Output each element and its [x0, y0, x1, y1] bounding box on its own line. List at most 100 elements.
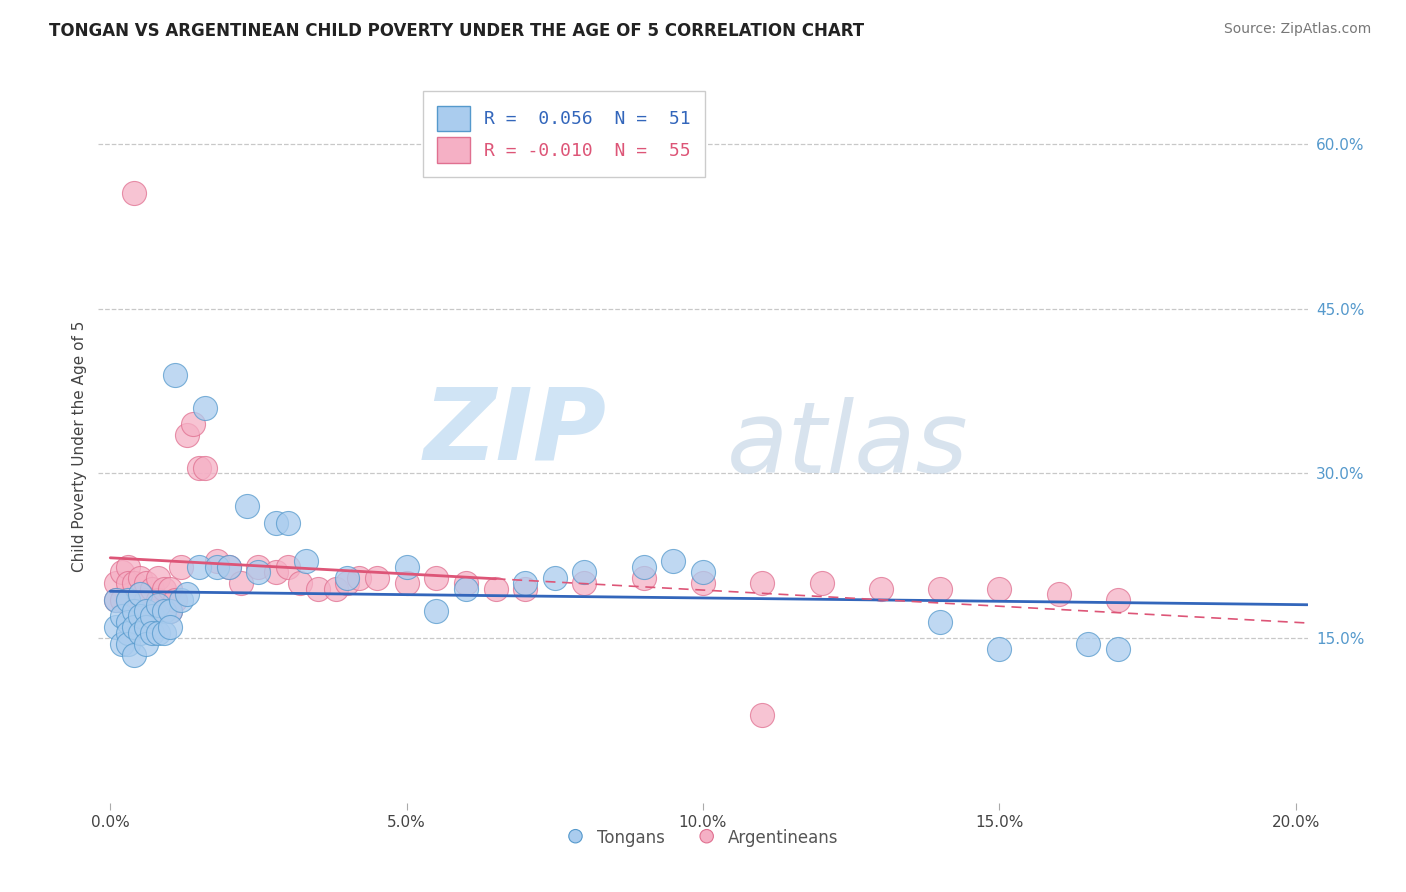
Point — [988, 582, 1011, 596]
Point — [692, 576, 714, 591]
Point — [117, 576, 139, 591]
Point — [395, 559, 418, 574]
Point — [929, 582, 952, 596]
Point — [146, 625, 169, 640]
Point — [105, 576, 128, 591]
Text: ZIP: ZIP — [423, 384, 606, 480]
Point — [159, 604, 181, 618]
Point — [574, 566, 596, 580]
Point — [247, 566, 270, 580]
Point — [111, 609, 134, 624]
Point — [205, 559, 228, 574]
Text: TONGAN VS ARGENTINEAN CHILD POVERTY UNDER THE AGE OF 5 CORRELATION CHART: TONGAN VS ARGENTINEAN CHILD POVERTY UNDE… — [49, 22, 865, 40]
Point — [135, 592, 157, 607]
Point — [111, 637, 134, 651]
Point — [117, 592, 139, 607]
Point — [159, 620, 181, 634]
Point — [122, 604, 145, 618]
Point — [484, 582, 506, 596]
Point — [117, 625, 139, 640]
Y-axis label: Child Poverty Under the Age of 5: Child Poverty Under the Age of 5 — [72, 320, 87, 572]
Point — [515, 582, 537, 596]
Point — [135, 620, 157, 634]
Point — [574, 576, 596, 591]
Point — [141, 625, 163, 640]
Point — [129, 609, 152, 624]
Point — [395, 576, 418, 591]
Legend: Tongans, Argentineans: Tongans, Argentineans — [558, 821, 848, 855]
Point — [146, 571, 169, 585]
Point — [152, 582, 174, 596]
Point — [117, 559, 139, 574]
Point — [515, 576, 537, 591]
Point — [159, 604, 181, 618]
Point — [111, 566, 134, 580]
Point — [218, 559, 240, 574]
Point — [751, 576, 773, 591]
Point — [176, 428, 198, 442]
Point — [454, 576, 477, 591]
Point — [122, 648, 145, 662]
Text: atlas: atlas — [727, 398, 969, 494]
Point — [146, 592, 169, 607]
Point — [810, 576, 832, 591]
Point — [929, 615, 952, 629]
Point — [633, 559, 655, 574]
Point — [165, 368, 187, 382]
Point — [336, 576, 359, 591]
Point — [152, 604, 174, 618]
Point — [247, 559, 270, 574]
Point — [141, 604, 163, 618]
Point — [235, 500, 257, 514]
Point — [117, 637, 139, 651]
Point — [325, 582, 347, 596]
Point — [129, 571, 152, 585]
Point — [425, 604, 447, 618]
Point — [105, 592, 128, 607]
Point — [105, 620, 128, 634]
Point — [122, 186, 145, 201]
Point — [129, 587, 152, 601]
Point — [117, 615, 139, 629]
Point — [264, 516, 287, 530]
Point — [129, 604, 152, 618]
Point — [188, 461, 211, 475]
Point — [122, 576, 145, 591]
Point — [347, 571, 370, 585]
Point — [988, 642, 1011, 657]
Point — [141, 582, 163, 596]
Text: Source: ZipAtlas.com: Source: ZipAtlas.com — [1223, 22, 1371, 37]
Point — [662, 554, 685, 568]
Point — [1107, 642, 1129, 657]
Point — [194, 401, 217, 415]
Point — [141, 609, 163, 624]
Point — [135, 637, 157, 651]
Point — [146, 598, 169, 612]
Point — [544, 571, 567, 585]
Point — [170, 559, 193, 574]
Point — [692, 566, 714, 580]
Point — [159, 582, 181, 596]
Point — [1047, 587, 1070, 601]
Point — [229, 576, 252, 591]
Point — [751, 708, 773, 723]
Point — [122, 620, 145, 634]
Point — [307, 582, 329, 596]
Point — [117, 592, 139, 607]
Point — [264, 566, 287, 580]
Point — [1107, 592, 1129, 607]
Point — [194, 461, 217, 475]
Point — [105, 592, 128, 607]
Point — [170, 592, 193, 607]
Point — [869, 582, 891, 596]
Point — [135, 576, 157, 591]
Point — [425, 571, 447, 585]
Point — [295, 554, 318, 568]
Point — [633, 571, 655, 585]
Point — [129, 625, 152, 640]
Point — [454, 582, 477, 596]
Point — [366, 571, 388, 585]
Point — [152, 625, 174, 640]
Point — [336, 571, 359, 585]
Point — [1077, 637, 1099, 651]
